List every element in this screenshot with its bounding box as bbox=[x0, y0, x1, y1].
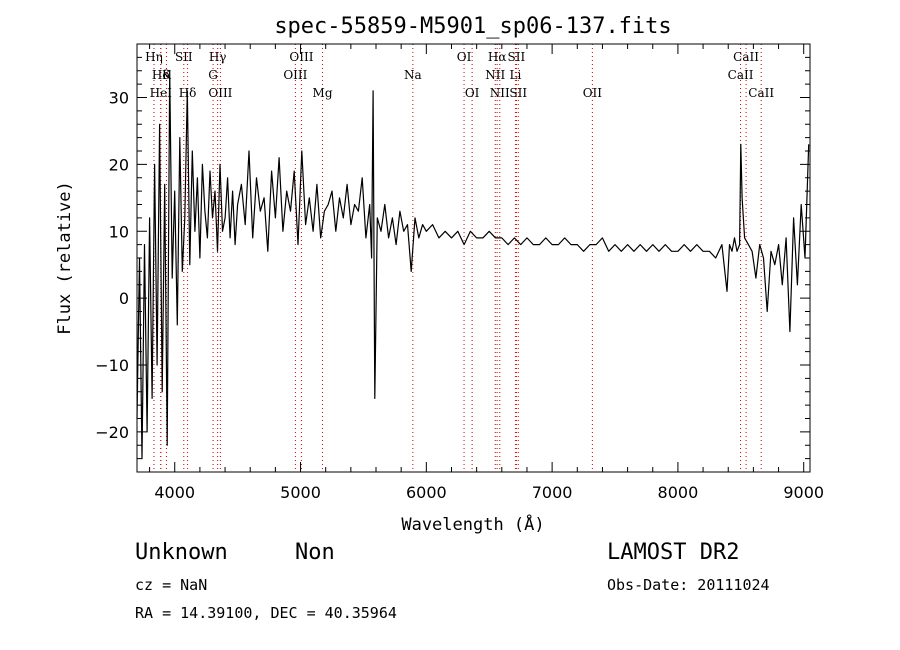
spectral-line-label: CaII bbox=[748, 86, 774, 100]
obs-date: Obs-Date: 20111024 bbox=[607, 576, 770, 594]
spectral-line-label: Na bbox=[404, 68, 422, 82]
spectral-line-label: G bbox=[208, 68, 218, 82]
x-axis: 4000 5000 6000 7000 8000 9000 bbox=[149, 44, 824, 502]
ra-dec: RA = 14.39100, DEC = 40.35964 bbox=[135, 604, 397, 622]
plot-frame bbox=[136, 43, 811, 473]
redshift-cz: cz = NaN bbox=[135, 576, 208, 594]
spectral-line-label: Hη bbox=[145, 50, 163, 64]
survey-name: LAMOST DR2 bbox=[607, 540, 740, 565]
spectral-line-label: OII bbox=[583, 86, 603, 100]
spectrum-chart: spec-55859-M5901_sp06-137.fits HηHδHeIKS… bbox=[55, 14, 824, 535]
spectral-line-label: HeI bbox=[150, 86, 173, 100]
flux-series bbox=[136, 70, 810, 460]
spectral-line-label: OIII bbox=[283, 68, 307, 82]
y-tick-label: 30 bbox=[109, 89, 129, 108]
y-tick-label: −20 bbox=[95, 423, 129, 442]
y-axis-label: Flux (relative) bbox=[55, 181, 75, 335]
spectral-line-label: OIII bbox=[208, 86, 232, 100]
spectral-line-label: Hγ bbox=[209, 50, 227, 64]
object-class: Unknown bbox=[135, 540, 228, 565]
flux-line bbox=[136, 70, 810, 460]
spectral-line-label: CaII bbox=[728, 68, 754, 82]
spectral-line-label: SII bbox=[509, 86, 527, 100]
y-tick-label: −10 bbox=[95, 356, 129, 375]
x-tick-label: 5000 bbox=[280, 483, 321, 502]
x-tick-label: 6000 bbox=[406, 483, 447, 502]
spectral-line-label: Hδ bbox=[152, 68, 170, 82]
spectral-line-label: Li bbox=[509, 68, 521, 82]
x-tick-label: 9000 bbox=[783, 483, 824, 502]
spectral-line-label: OI bbox=[457, 50, 472, 64]
spectral-line-label: CaII bbox=[733, 50, 759, 64]
x-tick-label: 7000 bbox=[532, 483, 573, 502]
spectral-line-markers bbox=[153, 44, 762, 472]
y-tick-label: 10 bbox=[109, 222, 129, 241]
spectral-line-label: K bbox=[162, 68, 172, 82]
spectral-line-label: Hα bbox=[488, 50, 507, 64]
y-tick-label: 20 bbox=[109, 155, 129, 174]
chart-title: spec-55859-M5901_sp06-137.fits bbox=[274, 14, 671, 39]
x-tick-label: 8000 bbox=[658, 483, 699, 502]
spectral-line-label: Mg bbox=[313, 86, 333, 100]
x-tick-label: 4000 bbox=[154, 483, 195, 502]
spectral-line-label: OI bbox=[465, 86, 480, 100]
y-tick-label: 0 bbox=[119, 289, 129, 308]
x-axis-label: Wavelength (Å) bbox=[401, 513, 544, 535]
y-axis: −20 −10 0 10 20 30 bbox=[95, 43, 810, 473]
spectral-line-label: NII bbox=[485, 68, 505, 82]
object-subclass: Non bbox=[295, 540, 335, 565]
spectral-line-label: OIII bbox=[289, 50, 313, 64]
spectral-line-label: NII bbox=[490, 86, 510, 100]
spectral-line-label: SII bbox=[508, 50, 526, 64]
spectral-line-label: SII bbox=[175, 50, 193, 64]
